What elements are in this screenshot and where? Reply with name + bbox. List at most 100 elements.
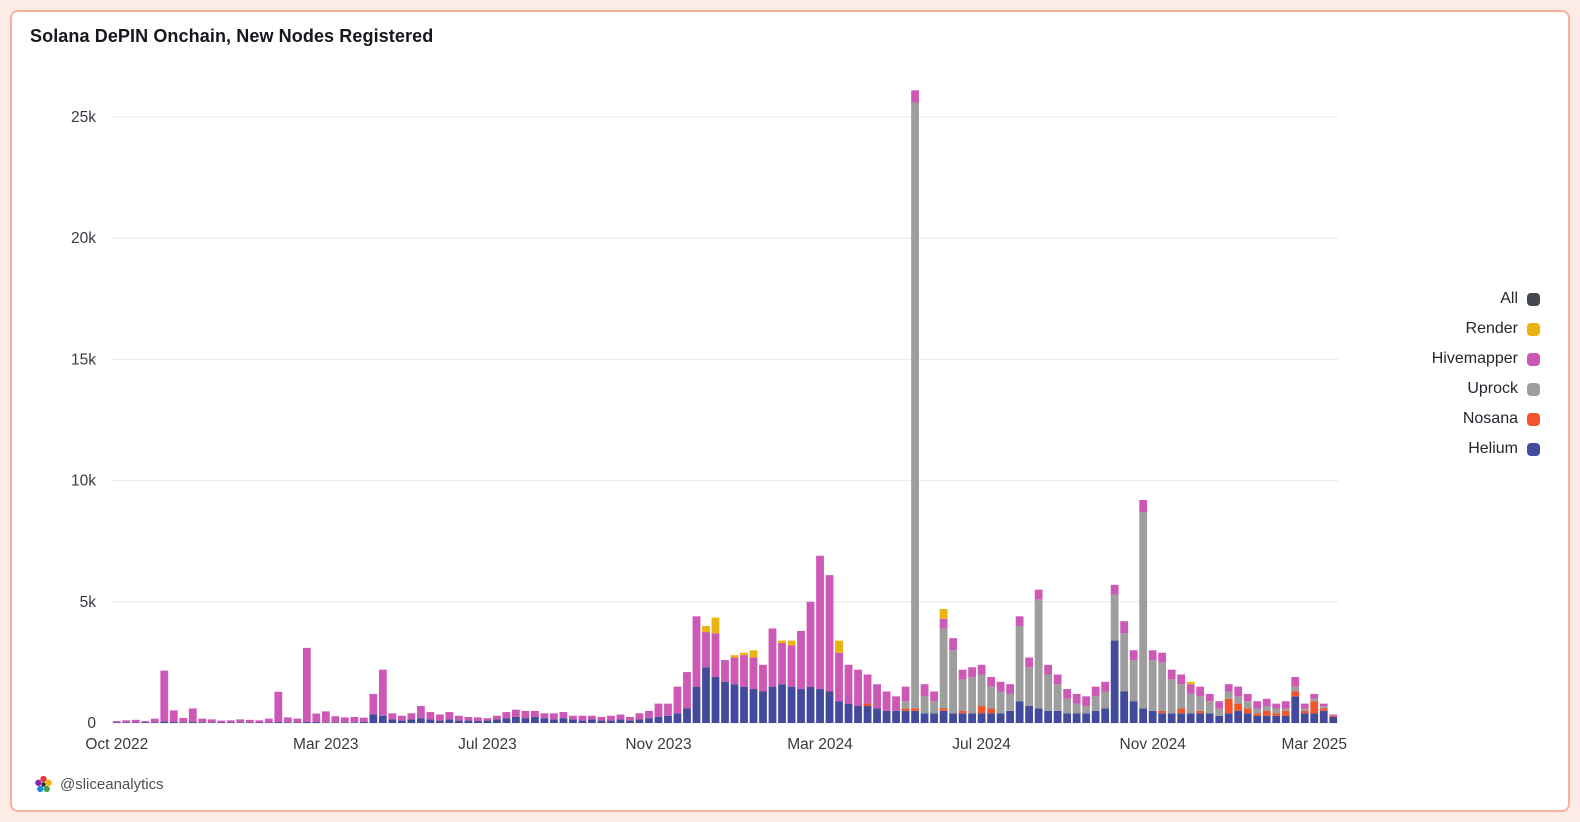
bar-nosana-2025-02-03[interactable]: [1272, 713, 1281, 716]
bar-hivemapper-2023-03-06[interactable]: [321, 711, 330, 723]
bar-helium-2024-05-13[interactable]: [911, 710, 919, 723]
bar-uprock-2024-05-20[interactable]: [920, 696, 929, 714]
bar-hivemapper-2023-05-29[interactable]: [435, 714, 444, 721]
bar-helium-2023-01-23[interactable]: [264, 722, 273, 723]
bar-uprock-2024-09-30[interactable]: [1101, 691, 1110, 709]
bar-hivemapper-2023-10-16[interactable]: [626, 716, 634, 721]
bar-helium-2023-05-15[interactable]: [416, 718, 425, 723]
bar-hivemapper-2024-05-27[interactable]: [930, 691, 938, 702]
bar-helium-2024-12-02[interactable]: [1186, 713, 1195, 723]
bar-helium-2024-11-11[interactable]: [1158, 713, 1167, 723]
bar-nosana-2025-03-10[interactable]: [1319, 708, 1328, 711]
bar-helium-2024-09-30[interactable]: [1101, 708, 1110, 723]
bar-nosana-2025-03-03[interactable]: [1310, 701, 1319, 714]
bar-hivemapper-2023-04-24[interactable]: [388, 713, 397, 720]
bar-hivemapper-2023-09-04[interactable]: [569, 715, 577, 720]
bar-uprock-2024-11-11[interactable]: [1158, 662, 1167, 711]
bar-helium-2024-07-01[interactable]: [977, 713, 986, 723]
bar-hivemapper-2023-12-18[interactable]: [711, 633, 720, 677]
bar-helium-2025-02-10[interactable]: [1281, 715, 1290, 723]
bar-render-2023-12-18[interactable]: [711, 617, 720, 634]
bar-hivemapper-2024-12-30[interactable]: [1224, 684, 1233, 692]
bar-helium-2023-08-07[interactable]: [531, 716, 539, 723]
bar-hivemapper-2024-02-05[interactable]: [778, 643, 786, 685]
bar-hivemapper-2023-12-25[interactable]: [721, 659, 729, 682]
bar-hivemapper-2025-02-03[interactable]: [1272, 703, 1281, 709]
bar-helium-2024-09-02[interactable]: [1063, 713, 1072, 723]
bar-helium-2022-12-26[interactable]: [226, 722, 235, 724]
bar-hivemapper-2023-03-20[interactable]: [340, 717, 349, 723]
bar-hivemapper-2023-06-05[interactable]: [445, 712, 454, 720]
bar-helium-2024-03-25[interactable]: [844, 703, 853, 723]
bar-helium-2023-03-06[interactable]: [321, 722, 330, 723]
bar-hivemapper-2022-10-10[interactable]: [122, 720, 131, 723]
bar-helium-2023-03-20[interactable]: [340, 722, 349, 723]
bar-helium-2024-04-22[interactable]: [882, 710, 891, 723]
bar-helium-2024-10-21[interactable]: [1129, 701, 1138, 723]
bar-uprock-2024-05-06[interactable]: [901, 701, 910, 709]
bar-helium-2023-04-17[interactable]: [378, 715, 387, 723]
bar-hivemapper-2024-12-16[interactable]: [1205, 693, 1214, 702]
bar-helium-2024-10-07[interactable]: [1110, 640, 1119, 723]
bar-uprock-2024-07-29[interactable]: [1015, 626, 1024, 702]
bar-helium-2023-11-27[interactable]: [683, 708, 691, 723]
bar-helium-2024-06-10[interactable]: [949, 713, 957, 723]
bar-hivemapper-2023-06-26[interactable]: [474, 717, 482, 722]
bar-hivemapper-2024-10-21[interactable]: [1129, 650, 1138, 660]
bar-helium-2024-05-06[interactable]: [901, 710, 910, 723]
bar-helium-2024-08-26[interactable]: [1053, 710, 1062, 723]
bar-hivemapper-2024-04-22[interactable]: [882, 691, 891, 711]
legend-item-helium[interactable]: Helium: [1468, 434, 1540, 464]
bar-hivemapper-2023-09-18[interactable]: [588, 715, 596, 720]
bar-helium-2025-01-20[interactable]: [1253, 715, 1262, 723]
bar-helium-2023-02-20[interactable]: [302, 721, 311, 723]
bar-helium-2023-11-13[interactable]: [664, 715, 672, 723]
bar-helium-2024-04-08[interactable]: [863, 706, 872, 723]
bar-helium-2023-10-09[interactable]: [616, 719, 625, 723]
bar-helium-2024-01-15[interactable]: [749, 689, 758, 723]
bar-hivemapper-2024-02-26[interactable]: [806, 601, 815, 687]
bar-uprock-2025-03-10[interactable]: [1319, 706, 1328, 709]
bar-hivemapper-2024-12-09[interactable]: [1196, 686, 1205, 697]
bar-uprock-2024-09-16[interactable]: [1082, 706, 1091, 714]
bar-nosana-2024-06-17[interactable]: [958, 710, 967, 714]
bar-hivemapper-2022-12-26[interactable]: [226, 720, 235, 723]
bar-hivemapper-2022-12-19[interactable]: [217, 720, 226, 723]
bar-uprock-2025-02-03[interactable]: [1272, 708, 1281, 714]
bar-helium-2023-06-19[interactable]: [464, 720, 473, 723]
bar-hivemapper-2024-01-15[interactable]: [749, 657, 758, 690]
bar-hivemapper-2023-07-10[interactable]: [493, 715, 501, 720]
bar-hivemapper-2022-10-03[interactable]: [112, 721, 121, 723]
bar-hivemapper-2024-10-14[interactable]: [1120, 621, 1129, 634]
bar-helium-2025-02-24[interactable]: [1300, 713, 1309, 723]
bar-uprock-2024-05-13[interactable]: [911, 102, 919, 709]
bar-uprock-2024-08-19[interactable]: [1044, 674, 1053, 711]
bar-nosana-2024-11-25[interactable]: [1177, 708, 1186, 714]
bar-uprock-2024-12-23[interactable]: [1215, 708, 1224, 716]
bar-hivemapper-2022-11-14[interactable]: [169, 710, 178, 723]
bar-hivemapper-2022-10-24[interactable]: [141, 721, 150, 723]
bar-helium-2023-10-02[interactable]: [607, 720, 615, 723]
bar-hivemapper-2024-06-03[interactable]: [939, 618, 948, 629]
bar-hivemapper-2024-04-15[interactable]: [873, 684, 881, 709]
bar-hivemapper-2024-10-07[interactable]: [1110, 584, 1119, 595]
bar-helium-2023-10-16[interactable]: [626, 720, 634, 723]
bar-hivemapper-2023-05-01[interactable]: [397, 715, 406, 721]
bar-hivemapper-2023-07-03[interactable]: [483, 718, 492, 721]
bar-helium-2022-12-05[interactable]: [198, 722, 207, 723]
bar-helium-2024-09-16[interactable]: [1082, 713, 1091, 723]
bar-hivemapper-2024-05-06[interactable]: [901, 686, 910, 702]
bar-hivemapper-2022-12-12[interactable]: [207, 719, 216, 723]
bar-helium-2024-07-15[interactable]: [996, 713, 1005, 723]
bar-helium-2023-09-11[interactable]: [578, 720, 587, 723]
bar-helium-2022-10-31[interactable]: [150, 722, 159, 723]
bar-hivemapper-2024-06-17[interactable]: [958, 669, 967, 680]
bar-helium-2024-04-01[interactable]: [854, 706, 862, 723]
bar-helium-2023-02-06[interactable]: [283, 722, 292, 723]
bar-hivemapper-2024-09-16[interactable]: [1082, 696, 1091, 707]
bar-hivemapper-2024-03-25[interactable]: [844, 664, 853, 704]
bar-helium-2024-10-28[interactable]: [1139, 708, 1148, 723]
bar-helium-2023-01-30[interactable]: [274, 722, 283, 723]
bar-hivemapper-2023-01-09[interactable]: [245, 719, 254, 723]
bar-uprock-2024-09-02[interactable]: [1063, 698, 1072, 714]
